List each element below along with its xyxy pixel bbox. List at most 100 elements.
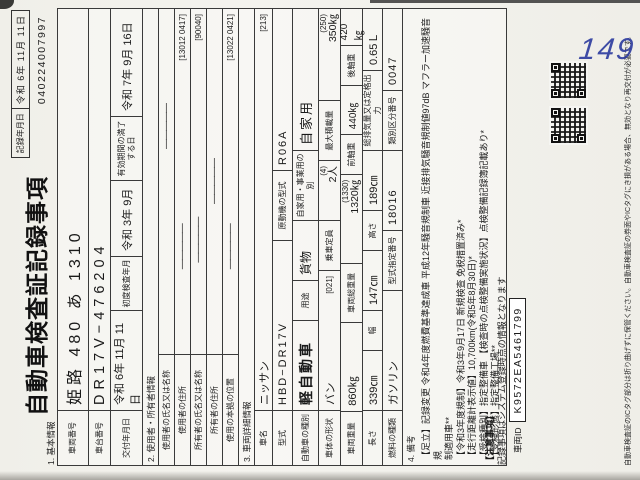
chassis-number-label: 車台番号 (94, 422, 104, 454)
fuel-type-label: 燃料の種類 (387, 418, 397, 458)
capacity-value: (4) 2人 (319, 161, 340, 221)
scan-shadow-artifact (0, 471, 640, 480)
chassis-number-value: DR17V−476204 (89, 9, 110, 411)
engine-model-label: 原動機の型式 (273, 171, 292, 241)
dash-value: ――――― (161, 104, 172, 149)
engine-model-value: R06A (273, 9, 292, 171)
section-vehicle-detail: 3. 車両詳細情報 (238, 9, 254, 465)
use-value: 貨物 (293, 221, 318, 281)
expiry-date-value: 令和 7年 9月 16日 (111, 9, 142, 117)
record-date-label: 記録年月日 (16, 113, 25, 154)
table-row: 燃料の種類 ガソリン 型式指定番号 18016 類別区分番号 0047 (382, 9, 402, 465)
gross-weight-label: 車両総重量 (341, 263, 362, 323)
base-location-label: 使用の本拠の位置 (225, 378, 235, 442)
dash-value: ――――― (193, 217, 204, 263)
page-title: 自動車検査証記録事項 (24, 176, 50, 416)
document-number: 040224007997 (36, 16, 48, 105)
maker-code: [213] (259, 14, 268, 32)
section-user-owner: 2. 使用者・所有者情報 (142, 9, 158, 465)
vehicle-id-box: 車両ID K9572EA5461799 (509, 298, 526, 458)
body-shape-value: バン [021] (319, 271, 340, 411)
ic-tag-warning: 自動車検査証のICタグ部分は折り曲げずに保管ください。自動車検査証の券面やICタ… (625, 32, 632, 466)
remark-line: 制適用車** (444, 416, 454, 460)
owner-name-label: 所有者の氏名又は名称 (193, 370, 203, 450)
gross-weight-main: 1320㎏ (349, 179, 362, 214)
displacement-value: 0.65Ｌ (363, 9, 382, 71)
owner-address-value: ――――― (207, 9, 222, 355)
gross-weight-value: (1330) 1320㎏ (341, 174, 362, 264)
qr-finder-pattern (551, 134, 560, 143)
body-shape-code: [021] (325, 276, 334, 294)
max-load-value: (250) 350㎏ (319, 9, 340, 101)
rear-axle-label: 後軸重 (341, 46, 362, 86)
type-designation-label: 型式指定番号 (383, 231, 402, 291)
dash-value: ――――― (209, 159, 220, 204)
width-label: 幅 (363, 311, 382, 351)
qr-code (549, 61, 588, 100)
remark-line: 【令和3年度規制】令和3年9月17日 新規検査 免税措置済み* (455, 219, 466, 460)
width-value: 147㎝ (363, 251, 382, 311)
front-axle-value: 440㎏ (341, 85, 362, 136)
model-label: 型式 (277, 430, 287, 446)
vehicle-weight-value: 860㎏ (341, 322, 362, 412)
record-date-value: 令和 6年 11月 11日 (12, 11, 29, 110)
qr-finder-pattern (551, 63, 560, 72)
notice-body: 記録事項はシステム登録時点の情報となります (497, 276, 507, 465)
user-name-value: ――――― (159, 9, 174, 355)
type-designation-value: 18016 (383, 151, 402, 231)
vehicle-weight-label: 車両重量 (346, 422, 356, 455)
fuel-type-value: ガソリン (383, 291, 402, 411)
issue-date-value: 令和 6年 11月 11日 (111, 311, 142, 411)
issue-date-label: 交付年月日 (121, 418, 131, 458)
table-row: 使用者の氏名又は名称 ――――― (158, 9, 174, 465)
base-code: [13022 0421] (226, 14, 235, 61)
table-row: 交付年月日 令和 6年 11月 11日 初度検査年月 令和 3年 9月 有効期間… (110, 9, 142, 465)
qr-finder-pattern (577, 89, 586, 98)
table-row: 所有者の住所 ――――― (206, 9, 222, 465)
table-row: 使用の本拠の位置 ――――― [13022 0421] (222, 9, 238, 465)
vehicle-kind-label: 自動車の種別 (300, 414, 310, 462)
qr-finder-pattern (551, 108, 560, 117)
remark-line: 【足立】記録変更 令和4年度燃費基準達成車 平成12年騒音規制車 近接排気騒音規… (421, 17, 443, 460)
rear-axle-value: 420㎏ (339, 9, 365, 47)
owner-name-value: ――――― [90040] (191, 9, 206, 355)
table-row: 自動車の種別 軽自動車 用途 貨物 自家用・事業用の別 自家用 (292, 9, 318, 465)
qr-finder-pattern (577, 134, 586, 143)
expiry-date-label: 有効期間の満了する日 (111, 117, 142, 181)
qr-finder-pattern (551, 89, 560, 98)
table-row: 所有者の氏名又は名称 ――――― [90040] (190, 9, 206, 465)
maker-label: 車名 (258, 430, 268, 446)
height-label: 高さ (363, 211, 382, 251)
length-label: 長さ (367, 430, 377, 446)
front-axle-label: 前軸重 (341, 135, 362, 175)
private-business-label: 自家用・事業用の別 (293, 151, 318, 221)
height-value: 189㎝ (363, 151, 382, 211)
class-number-label: 類別区分番号 (383, 91, 402, 151)
maker-value: ニッサン [213] (255, 9, 272, 411)
displacement-label: 総排気量又は定格出力 (363, 71, 382, 151)
address-code: [13012 0417] (178, 14, 187, 61)
base-location-value: ――――― [13022 0421] (223, 9, 238, 355)
user-name-label: 使用者の氏名又は名称 (161, 370, 171, 450)
first-inspection-label: 初度検査年月 (111, 257, 142, 311)
vehicle-id-value: K9572EA5461799 (509, 298, 526, 423)
qr-code (549, 106, 588, 145)
max-load-label: 最大積載量 (319, 101, 340, 161)
scan-corner-artifact (0, 0, 14, 9)
body-shape: バン (324, 382, 337, 405)
remarks-block: 【足立】記録変更 令和4年度燃費基準達成車 平成12年騒音規制車 近接排気騒音規… (418, 9, 506, 465)
length-value: 339㎝ (363, 351, 382, 411)
scan-edge-artifact (370, 0, 640, 3)
remark-line: 【走行距離計表示値】10,700km(令和5年8月30日)* (467, 255, 477, 460)
section-remarks: 4. 備考 (402, 9, 418, 465)
handwritten-number: 149 (577, 32, 637, 66)
body-shape-label: 車体の形状 (324, 418, 334, 458)
capacity-main: 2人 (327, 166, 340, 183)
private-business-value: 自家用 (293, 9, 318, 151)
user-address-label: 使用者の住所 (177, 386, 187, 434)
class-number-value: 0047 (383, 9, 402, 91)
dash-value: ――――― (225, 224, 236, 270)
table-row: 車両番号 姫路 480 あ 1310 (58, 9, 88, 465)
